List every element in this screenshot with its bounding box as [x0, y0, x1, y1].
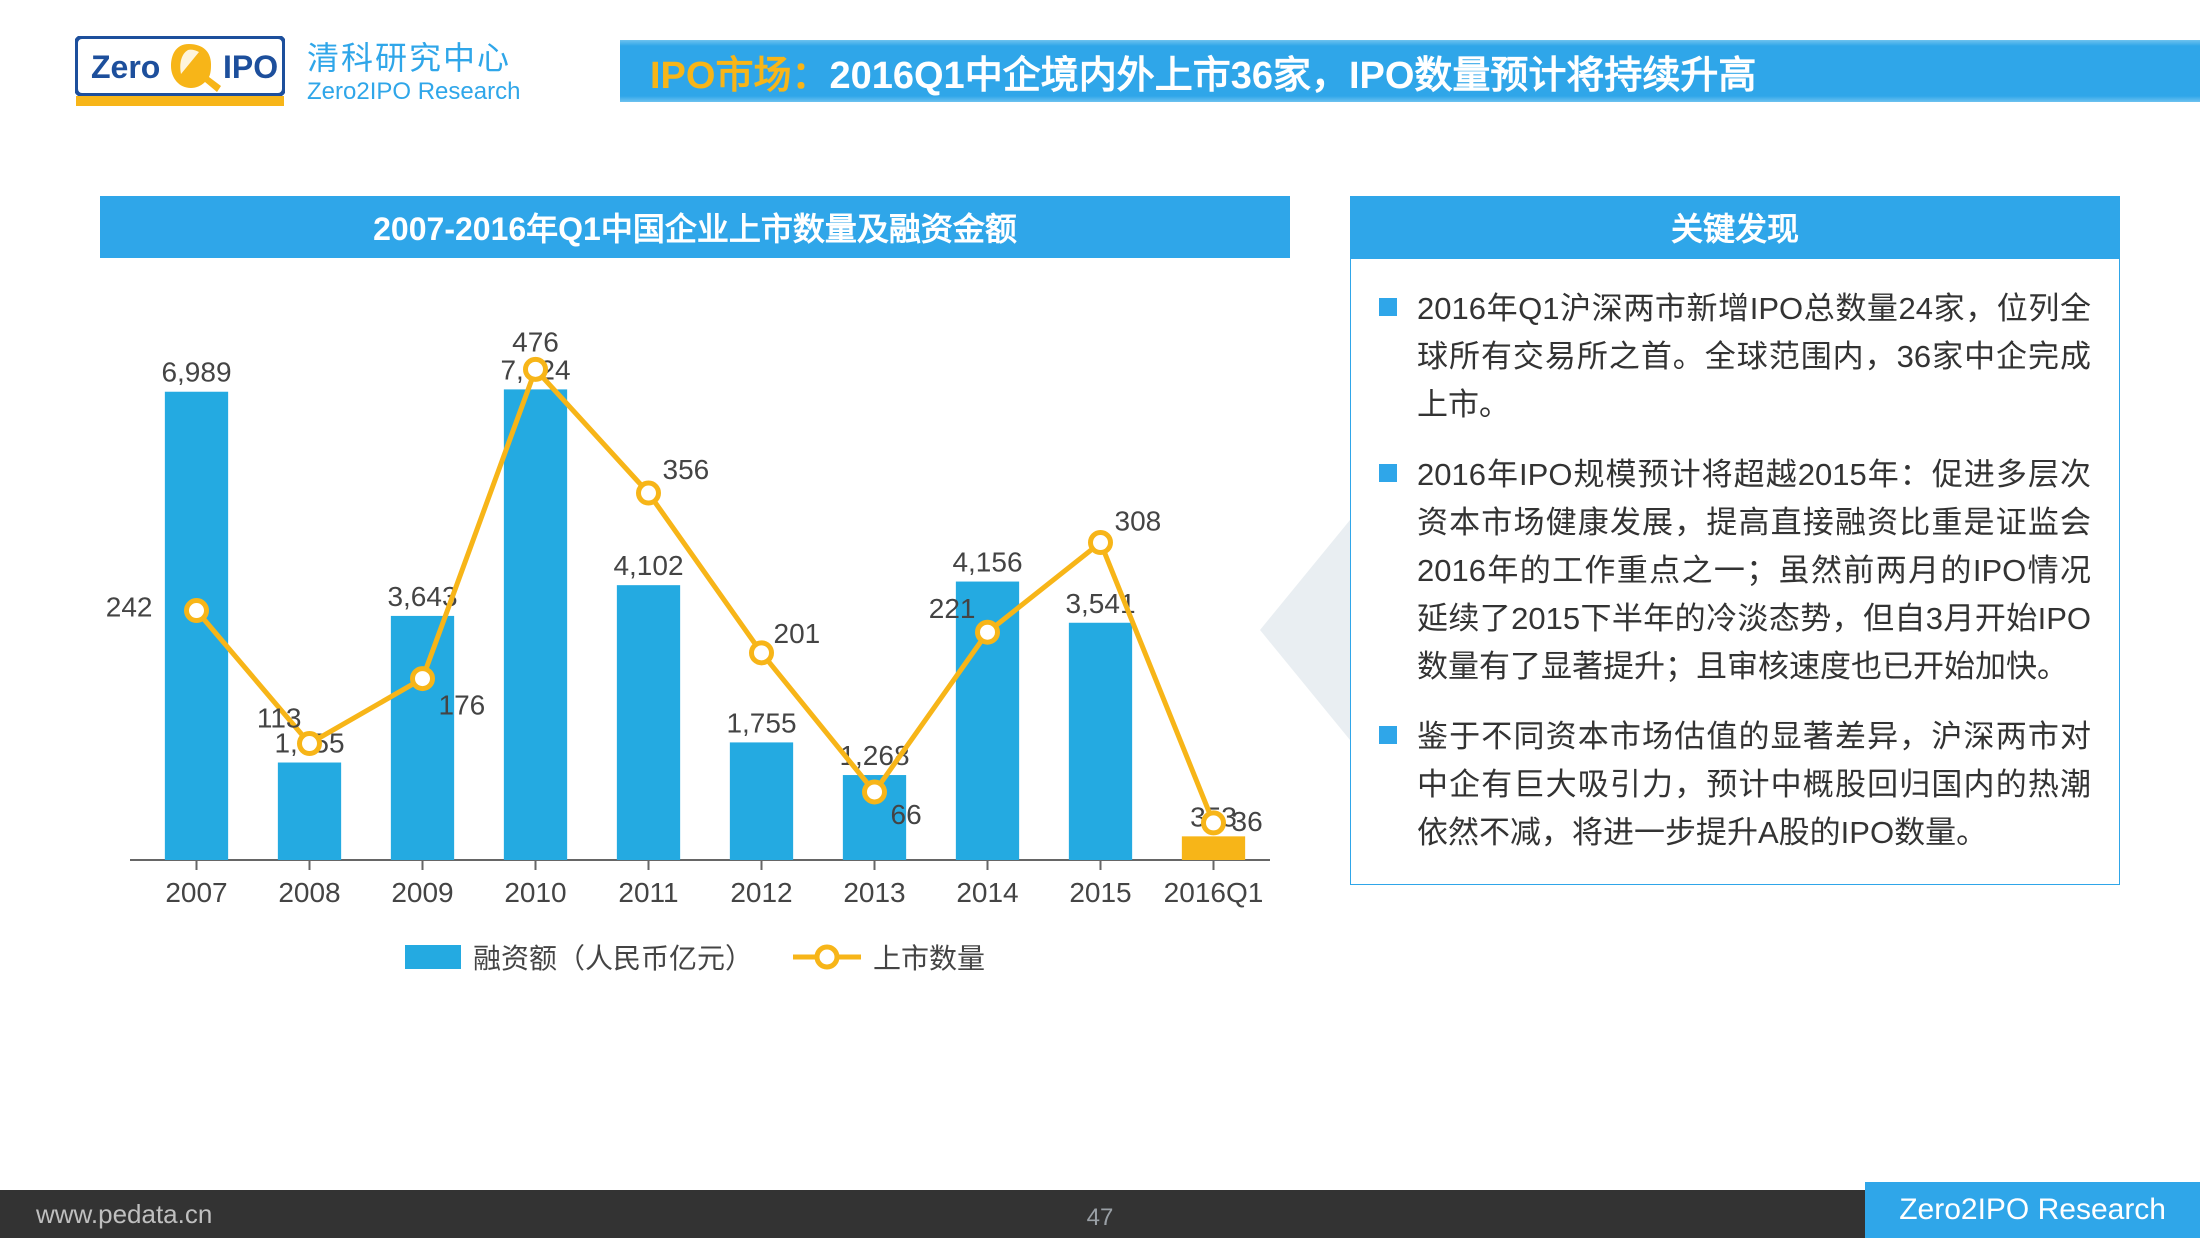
legend-bar: 融资额（人民币亿元） [405, 937, 753, 977]
category-label: 2011 [618, 877, 678, 908]
line-value-label: 36 [1232, 806, 1263, 837]
line-marker [639, 483, 659, 503]
bar-value-label: 4,156 [952, 547, 1022, 578]
bar [617, 585, 680, 860]
bar [165, 392, 228, 860]
bar [1069, 623, 1132, 860]
category-label: 2007 [165, 877, 227, 908]
line-marker [865, 782, 885, 802]
brand-cn: 清科研究中心 [307, 39, 520, 77]
brand-block: Zero IPO 清科研究中心 Zero2IPO Research [75, 36, 520, 110]
footer-brand: Zero2IPO Research [1865, 1182, 2200, 1238]
key-finding-item: 2016年IPO规模预计将超越2015年：促进多层次资本市场健康发展，提高直接融… [1379, 451, 2091, 691]
category-label: 2015 [1069, 877, 1131, 908]
key-findings-title: 关键发现 [1350, 196, 2120, 258]
line-marker [752, 643, 772, 663]
title-prefix: IPO市场： [650, 44, 829, 99]
bar-value-label: 4,102 [613, 550, 683, 581]
chart-legend: 融资额（人民币亿元） 上市数量 [100, 937, 1290, 977]
line-value-label: 356 [663, 454, 710, 485]
line-marker [526, 359, 546, 379]
combo-chart: 20076,98920081,45520093,64320107,0242011… [100, 294, 1290, 914]
category-label: 2010 [504, 877, 566, 908]
line-value-label: 308 [1115, 506, 1162, 537]
callout-arrow-icon [1260, 520, 1350, 745]
bar [278, 763, 341, 860]
category-label: 2009 [391, 877, 453, 908]
category-label: 2014 [956, 877, 1018, 908]
footer-url: www.pedata.cn [36, 1199, 212, 1230]
title-main: 2016Q1中企境内外上市36家，IPO数量预计将持续升高 [829, 44, 1756, 99]
category-label: 2013 [843, 877, 905, 908]
line-marker [1091, 533, 1111, 553]
page-number: 47 [1087, 1204, 1114, 1232]
slide-title-bar: IPO市场： 2016Q1中企境内外上市36家，IPO数量预计将持续升高 [620, 40, 2200, 102]
line-value-label: 201 [774, 618, 821, 649]
line-marker [978, 622, 998, 642]
svg-text:IPO: IPO [223, 49, 278, 85]
logo-icon: Zero IPO [75, 36, 285, 110]
line-value-label: 176 [439, 690, 486, 721]
bar [1182, 836, 1245, 860]
line-value-label: 476 [512, 326, 559, 357]
category-label: 2012 [730, 877, 792, 908]
line-value-label: 242 [106, 592, 153, 623]
chart-title: 2007-2016年Q1中国企业上市数量及融资金额 [100, 196, 1290, 258]
bar-value-label: 1,755 [726, 707, 796, 738]
key-finding-item: 鉴于不同资本市场估值的显著差异，沪深两市对中企有巨大吸引力，预计中概股回归国内的… [1379, 713, 2091, 857]
legend-line: 上市数量 [793, 937, 985, 977]
bar [391, 616, 454, 860]
bar-value-label: 6,989 [161, 357, 231, 388]
line-marker [187, 601, 207, 621]
line-marker [413, 669, 433, 689]
line-value-label: 221 [929, 593, 976, 624]
legend-line-label: 上市数量 [873, 937, 985, 977]
category-label: 2016Q1 [1164, 877, 1264, 908]
line-value-label: 113 [257, 703, 302, 734]
svg-text:Zero: Zero [91, 49, 160, 85]
category-label: 2008 [278, 877, 340, 908]
line-series [197, 369, 1214, 823]
key-findings-panel: 关键发现 2016年Q1沪深两市新增IPO总数量24家，位列全球所有交易所之首。… [1350, 196, 2120, 885]
line-marker [300, 734, 320, 754]
legend-bar-label: 融资额（人民币亿元） [473, 937, 753, 977]
line-value-label: 66 [891, 799, 922, 830]
chart-panel: 2007-2016年Q1中国企业上市数量及融资金额 2007 6,989 2008 1… [100, 196, 1290, 977]
bar [504, 389, 567, 860]
key-finding-item: 2016年Q1沪深两市新增IPO总数量24家，位列全球所有交易所之首。全球范围内… [1379, 285, 2091, 429]
brand-en: Zero2IPO Research [307, 78, 520, 107]
bar [730, 742, 793, 860]
line-marker [1204, 813, 1224, 833]
